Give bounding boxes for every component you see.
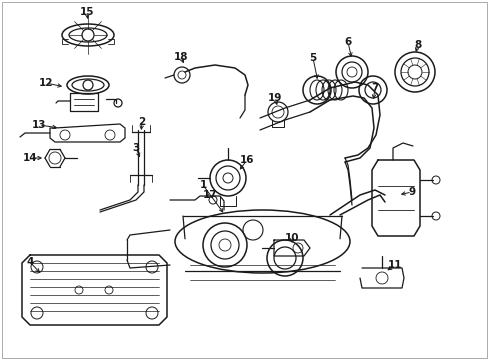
Text: 15: 15: [80, 7, 94, 17]
Text: 18: 18: [173, 52, 188, 62]
Text: 19: 19: [267, 93, 282, 103]
Text: 7: 7: [370, 83, 378, 93]
Text: 5: 5: [309, 53, 316, 63]
Text: 10: 10: [284, 233, 299, 243]
Text: 2: 2: [138, 117, 145, 127]
Text: 16: 16: [239, 155, 254, 165]
Text: 3: 3: [132, 143, 140, 153]
Text: 9: 9: [407, 187, 415, 197]
Text: 11: 11: [387, 260, 402, 270]
Text: 17: 17: [202, 190, 217, 200]
Text: 8: 8: [413, 40, 421, 50]
Text: 14: 14: [22, 153, 37, 163]
Text: 1: 1: [199, 180, 206, 190]
Text: 4: 4: [26, 257, 34, 267]
Text: 12: 12: [39, 78, 53, 88]
Text: 13: 13: [32, 120, 46, 130]
Text: 6: 6: [344, 37, 351, 47]
